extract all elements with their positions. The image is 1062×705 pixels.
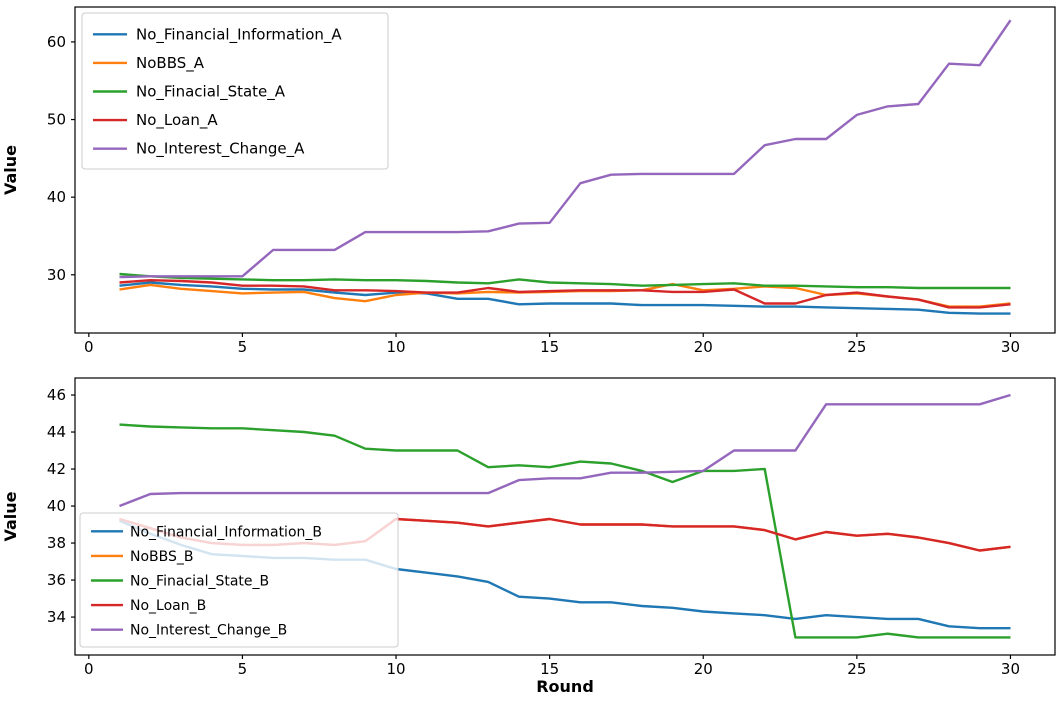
axes-frame (74, 6, 1056, 334)
y-tick-label: 36 (47, 571, 66, 589)
x-tick-label: 20 (694, 338, 713, 356)
legend-label-No_Financial_Information_B: No_Financial_Information_B (130, 524, 322, 540)
legend-subplot-B: No_Financial_Information_B NoBBS_B No_Fina… (79, 512, 399, 648)
x-axis-label: Round (536, 677, 594, 696)
legend-label-No_Loan_B: No_Loan_B (130, 598, 206, 614)
legend-box (79, 512, 399, 648)
series-line-No_Finacial_State_B (119, 423, 1011, 639)
legend-label-NoBBS_A: NoBBS_A (136, 54, 205, 73)
y-tick-label: 40 (47, 497, 66, 515)
x-tick-label: 0 (84, 338, 94, 356)
series-line-No_Interest_Change_A (119, 19, 1012, 279)
y-tick-label: 46 (47, 386, 66, 404)
legend-label-No_Finacial_State_B: No_Finacial_State_B (130, 574, 269, 590)
x-tick-label: 5 (238, 660, 248, 678)
y-tick-label: 40 (47, 188, 66, 206)
legend-label-No_Financial_Information_A: No_Financial_Information_A (136, 25, 342, 44)
legend-label-No_Loan_A: No_Loan_A (136, 111, 218, 130)
legend-label-No_Interest_Change_A: No_Interest_Change_A (136, 140, 305, 159)
subplot-B: 0 5 10 15 20 25 30 34 36 38 40 42 44 46 Value Round No_F… (1, 377, 1056, 696)
y-tick-label: 38 (47, 534, 66, 552)
legend-label-No_Interest_Change_B: No_Interest_Change_B (130, 623, 287, 639)
x-tick-label: 25 (847, 338, 866, 356)
y-tick-label: 50 (47, 111, 66, 129)
x-tick-label: 25 (847, 660, 866, 678)
x-tick-label: 30 (1001, 338, 1020, 356)
subplot-A: 0 5 10 15 20 25 30 30 40 50 60 Value No_Financial_In… (1, 6, 1056, 356)
y-tick-label: 44 (47, 423, 66, 441)
legend-subplot-A: No_Financial_Information_A NoBBS_A No_Fina… (81, 12, 389, 170)
axes-frame (74, 377, 1056, 656)
x-tick-label: 10 (386, 660, 405, 678)
x-tick-label: 10 (386, 338, 405, 356)
y-tick-label: 42 (47, 460, 66, 478)
legend-label-No_Finacial_State_A: No_Finacial_State_A (136, 83, 286, 102)
series-line-No_Loan_A (119, 279, 1011, 309)
y-axis-label: Value (1, 491, 20, 541)
x-tick-label: 15 (540, 660, 559, 678)
x-tick-label: 20 (694, 660, 713, 678)
y-tick-label: 60 (47, 33, 66, 51)
x-tick-label: 15 (540, 338, 559, 356)
series-line-No_Financial_Information_A (119, 281, 1011, 315)
legend-label-NoBBS_B: NoBBS_B (130, 549, 194, 565)
legend-box (81, 12, 389, 170)
series-line-No_Interest_Change_B (119, 393, 1011, 508)
x-tick-label: 30 (1001, 660, 1020, 678)
series-line-No_Finacial_State_A (119, 272, 1011, 290)
y-tick-label: 34 (47, 608, 66, 626)
y-tick-label: 30 (47, 266, 66, 284)
x-tick-label: 0 (84, 660, 94, 678)
y-axis-label: Value (1, 145, 20, 195)
x-tick-label: 5 (238, 338, 248, 356)
